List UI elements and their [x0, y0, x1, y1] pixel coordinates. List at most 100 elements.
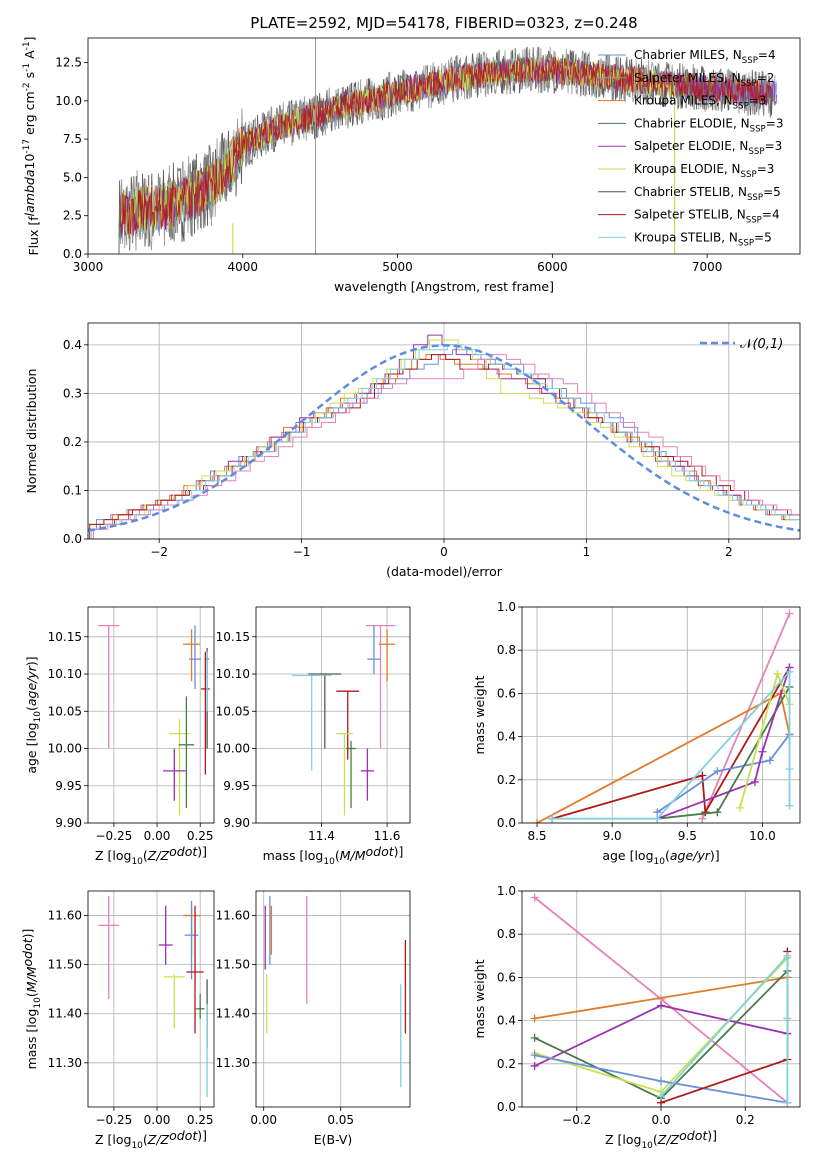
error-bar-point	[336, 690, 360, 760]
error-bar-point	[98, 624, 120, 749]
y-tick-label: 12.5	[55, 56, 82, 70]
plot-area	[98, 895, 208, 1098]
error-bar-point	[195, 994, 205, 1019]
y-tick-label: 0.3	[63, 386, 82, 400]
legend-label: Chabrier MILES, NSSP=4	[634, 48, 776, 66]
x-tick-label: −0.25	[95, 1113, 132, 1127]
panel-6: −0.25 0.00 0.25 11.30 11.40 11.50 11.60 Z [log1…	[20, 890, 215, 1151]
y-axis-label: mass [log10(M/Modot)]	[20, 929, 43, 1070]
x-tick-label: 8.5	[527, 829, 546, 843]
panel-3: −0.25 0.00 0.25 9.90 9.95 10.00 10.05 10.10 10.1…	[24, 606, 215, 867]
plot-area	[533, 609, 794, 823]
y-tick-label: 10.05	[48, 704, 82, 718]
weight-marker	[713, 808, 722, 817]
error-bar-point	[186, 905, 204, 1034]
y-tick-label: 9.95	[55, 779, 82, 793]
weight-marker	[530, 1033, 539, 1042]
weight-marker	[548, 814, 557, 823]
panel-8: −0.2 0.0 0.2 0.0 0.2 0.4 0.6 0.8 1.0 Z [log10(Z/Z…	[472, 884, 801, 1151]
weight-marker	[783, 1098, 792, 1107]
y-tick-label: 9.95	[223, 779, 250, 793]
y-tick-label: 10.15	[216, 630, 250, 644]
weight-marker	[657, 1077, 665, 1086]
plot-area	[98, 624, 210, 816]
x-tick-label: 0.00	[144, 1113, 171, 1127]
y-tick-label: 11.50	[216, 958, 250, 972]
y-tick-label: 0.2	[497, 773, 516, 787]
y-tick-label: 7.5	[63, 132, 82, 146]
legend-label: Salpeter ELODIE, NSSP=3	[634, 139, 782, 157]
chart-title: PLATE=2592, MJD=54178, FIBERID=0323, z=0…	[250, 14, 637, 32]
legend: 𝒩(0,1)	[700, 337, 783, 352]
spectrum-line	[120, 56, 675, 237]
x-axis-label: age [log10(age/yr)]	[602, 848, 719, 867]
y-axis-label: Normed distribution	[24, 369, 39, 494]
plot-area	[88, 334, 800, 539]
y-tick-label: 0.4	[497, 1014, 516, 1028]
histogram-series	[88, 334, 798, 530]
weight-marker	[783, 951, 792, 960]
weight-marker	[698, 814, 707, 823]
x-tick-label: 1	[583, 545, 591, 559]
weight-marker	[657, 1092, 665, 1101]
x-axis-label: wavelength [Angstrom, rest frame]	[334, 279, 554, 294]
weight-marker	[765, 756, 774, 765]
y-tick-label: 11.30	[48, 1056, 82, 1070]
y-tick-label: 0.6	[497, 686, 516, 700]
weight-marker	[773, 669, 782, 678]
histogram-series	[88, 349, 795, 530]
grid-layer	[256, 891, 410, 1107]
error-bar-point	[184, 900, 199, 980]
y-tick-label: 0.2	[63, 435, 82, 449]
y-tick-label: 9.90	[55, 816, 82, 830]
error-bar-point	[308, 673, 342, 749]
x-tick-label: 0.2	[736, 1113, 755, 1127]
y-axis-label: mass weight	[472, 959, 487, 1038]
plot-area	[292, 624, 396, 816]
axes-frame	[255, 890, 411, 1108]
legend-label: Kroupa MILES, NSSP=3	[634, 94, 767, 112]
weight-line	[656, 667, 791, 820]
y-tick-label: 1.0	[497, 884, 516, 898]
spectrum-line	[119, 56, 773, 238]
x-tick-label: 10.0	[749, 829, 776, 843]
error-bar-point	[378, 629, 396, 682]
normal-curve	[88, 344, 800, 532]
weight-marker	[530, 1051, 539, 1060]
error-bar-point	[292, 674, 332, 771]
y-tick-label: 0.2	[497, 1057, 516, 1071]
weight-marker	[701, 808, 710, 817]
axes-frame	[521, 890, 801, 1108]
error-bar-point	[178, 696, 195, 809]
x-tick-label: 6000	[537, 260, 568, 274]
axes-frame	[87, 606, 215, 824]
x-tick-label: 0.00	[144, 829, 171, 843]
y-tick-label: 0.0	[63, 247, 82, 261]
y-tick-label: 9.90	[223, 816, 250, 830]
legend-label: Kroupa ELODIE, NSSP=3	[634, 162, 774, 180]
error-bar-point	[206, 651, 208, 712]
y-tick-label: 0.0	[497, 816, 516, 830]
y-tick-label: 0.8	[497, 927, 516, 941]
y-tick-label: 11.60	[216, 909, 250, 923]
error-bar-point	[158, 905, 173, 965]
x-tick-label: −1	[293, 545, 311, 559]
x-tick-label: 0	[440, 545, 448, 559]
histogram-series	[89, 354, 800, 539]
error-bar-point	[163, 974, 185, 1029]
axes-frame	[255, 606, 411, 824]
histogram-series	[91, 344, 800, 539]
histogram-series	[88, 354, 797, 525]
weight-marker	[657, 1001, 665, 1010]
panel-2: −2 −1 0 1 2 0.0 0.1 0.2 0.3 0.4 (data-model)/error…	[24, 322, 801, 579]
x-tick-label: −0.2	[562, 1113, 591, 1127]
weight-marker	[785, 667, 794, 676]
x-tick-label: 0.25	[187, 1113, 214, 1127]
y-tick-label: 10.00	[216, 742, 250, 756]
weight-marker	[530, 893, 539, 902]
panel-7: 0.00 0.05 11.30 11.40 11.50 11.60 E(B-V)	[216, 890, 411, 1147]
weight-marker	[758, 747, 767, 756]
weight-marker	[530, 1061, 539, 1070]
x-tick-label: 0.00	[250, 1113, 277, 1127]
y-tick-label: 10.15	[48, 630, 82, 644]
